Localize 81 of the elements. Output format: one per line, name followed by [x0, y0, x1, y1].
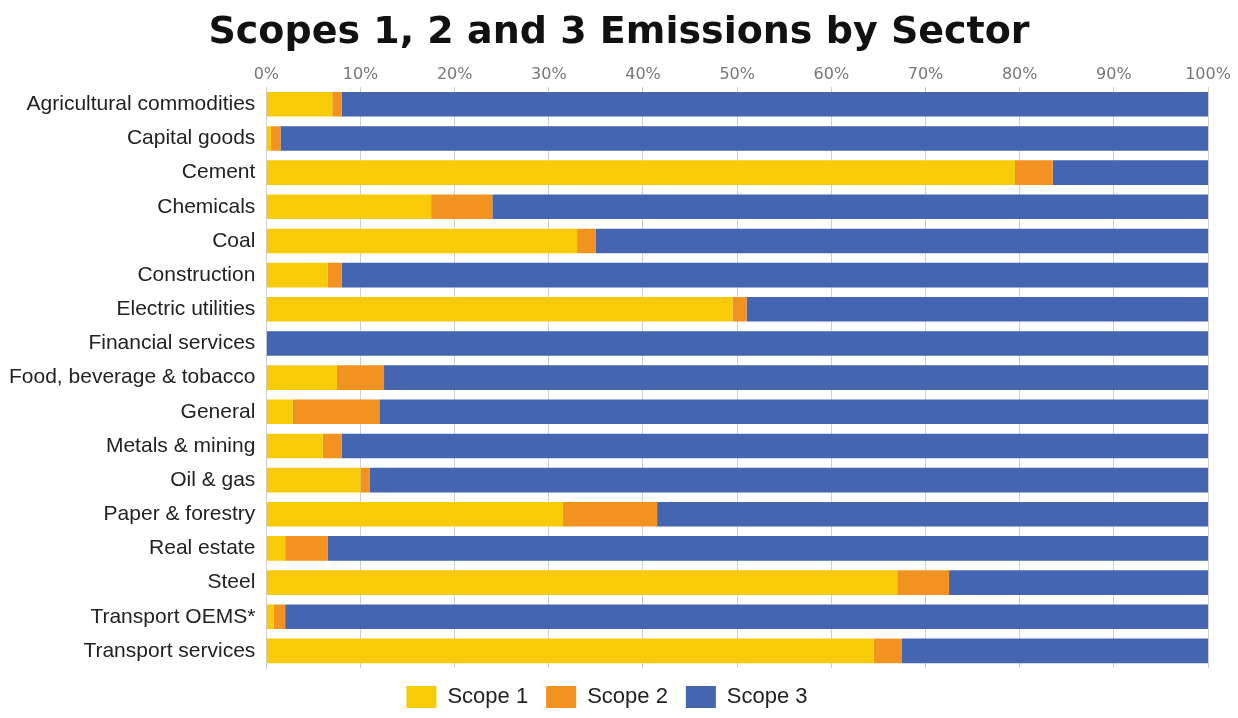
- bar: [341, 91, 1208, 117]
- bar: [266, 296, 733, 322]
- bar: [327, 536, 1208, 561]
- bar: [266, 262, 328, 288]
- bar: [360, 467, 370, 493]
- bar: [657, 501, 1208, 527]
- bar: [266, 501, 563, 527]
- bar: [266, 160, 1015, 185]
- y-tick-label: Food, beverage & tobacco: [8, 364, 256, 388]
- bar: [285, 536, 328, 561]
- bar: [562, 501, 658, 527]
- y-tick-label: Electric utilities: [116, 296, 256, 320]
- bar: [266, 433, 323, 459]
- bar: [336, 365, 385, 390]
- y-tick-label: Coal: [212, 227, 256, 251]
- bar: [266, 331, 1208, 356]
- bar: [266, 638, 874, 664]
- bar: [266, 536, 286, 561]
- bar: [379, 399, 1208, 425]
- bar: [266, 399, 293, 425]
- x-tick-label: 0%: [253, 63, 280, 83]
- bar: [266, 365, 337, 390]
- bar: [266, 467, 361, 493]
- bar: [746, 296, 1208, 322]
- bar: [577, 228, 596, 254]
- bar: [266, 228, 578, 254]
- x-tick-label: 50%: [719, 63, 755, 83]
- x-tick-label: 80%: [1001, 63, 1038, 83]
- x-tick-label: 60%: [813, 63, 850, 83]
- bar: [384, 365, 1208, 390]
- y-tick-label: General: [180, 398, 256, 422]
- legend-label: Scope 2: [587, 683, 668, 709]
- bar: [873, 638, 902, 664]
- bar: [1014, 160, 1053, 185]
- bar: [1052, 160, 1208, 185]
- bar: [271, 126, 281, 151]
- x-tick-label: 40%: [625, 63, 661, 83]
- bar: [341, 433, 1208, 459]
- bar: [273, 604, 286, 630]
- bar: [292, 399, 380, 425]
- bar: [595, 228, 1208, 254]
- y-tick-label: Capital goods: [126, 125, 256, 149]
- bar: [492, 194, 1208, 220]
- y-tick-label: Transport OEMS*: [90, 603, 256, 627]
- x-tick-label: 70%: [907, 63, 944, 83]
- x-tick-label: 100%: [1185, 63, 1231, 83]
- y-tick-label: Agricultural commodities: [26, 91, 256, 115]
- legend-label: Scope 3: [726, 683, 808, 709]
- bar: [266, 91, 333, 117]
- bar: [266, 194, 432, 220]
- x-tick-label: 30%: [531, 63, 567, 83]
- bar: [266, 604, 274, 630]
- y-tick-label: Paper & forestry: [103, 501, 256, 525]
- bar: [369, 467, 1208, 493]
- x-tick-label: 90%: [1096, 63, 1132, 83]
- bar: [341, 262, 1208, 288]
- y-tick-label: Construction: [137, 261, 256, 285]
- bar: [266, 570, 898, 595]
- bar: [732, 296, 747, 322]
- bar: [901, 638, 1208, 664]
- legend-label: Scope 1: [447, 683, 529, 709]
- bar: [431, 194, 493, 220]
- y-tick-label: Oil & gas: [170, 466, 256, 490]
- bar: [327, 262, 342, 288]
- bar: [266, 126, 272, 151]
- bar: [949, 570, 1208, 595]
- y-tick-label: Steel: [207, 569, 256, 593]
- bar: [332, 91, 342, 117]
- y-tick-label: Financial services: [88, 330, 256, 354]
- y-tick-label: Chemicals: [157, 193, 256, 217]
- bar: [322, 433, 342, 459]
- chart-title: Scopes 1, 2 and 3 Emissions by Sector: [207, 8, 1031, 52]
- bar: [285, 604, 1208, 630]
- x-tick-label: 10%: [342, 63, 379, 83]
- y-tick-label: Metals & mining: [105, 432, 256, 456]
- bar: [280, 126, 1208, 151]
- x-tick-label: 20%: [436, 63, 473, 83]
- y-tick-label: Real estate: [149, 535, 256, 559]
- y-tick-label: Transport services: [83, 637, 256, 661]
- bar: [897, 570, 950, 595]
- y-tick-label: Cement: [181, 159, 256, 183]
